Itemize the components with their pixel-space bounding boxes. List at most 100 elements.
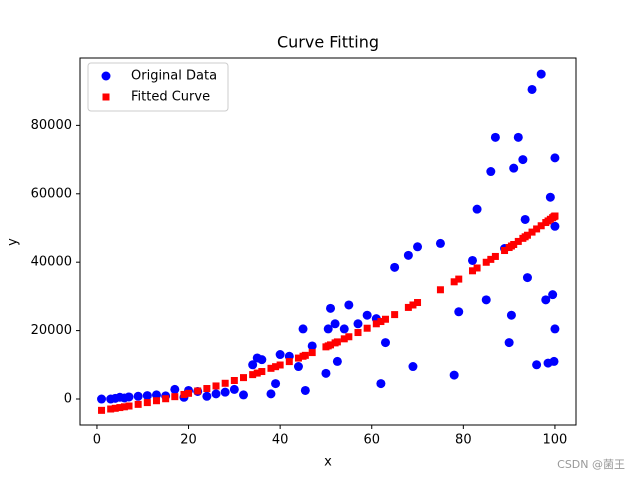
- point: [97, 394, 107, 404]
- point: [344, 300, 354, 310]
- point: [229, 384, 239, 394]
- point: [372, 320, 380, 328]
- point: [171, 393, 179, 401]
- point: [413, 242, 423, 252]
- point: [450, 278, 458, 286]
- chart-title: Curve Fitting: [277, 33, 379, 52]
- point: [125, 402, 133, 410]
- x-tick-label: 80: [455, 433, 472, 448]
- point: [549, 356, 559, 366]
- point: [363, 324, 371, 332]
- y-axis-label: y: [6, 238, 21, 246]
- point: [491, 252, 499, 260]
- point: [248, 360, 258, 370]
- watermark: CSDN @菌王: [557, 458, 625, 471]
- point: [107, 405, 115, 413]
- point: [162, 395, 170, 403]
- point: [550, 324, 560, 334]
- point: [380, 338, 390, 348]
- point: [390, 262, 400, 272]
- x-tick-label: 40: [272, 433, 289, 448]
- point: [482, 258, 490, 266]
- point: [532, 360, 542, 370]
- point: [513, 132, 523, 142]
- x-tick-label: 60: [363, 433, 380, 448]
- point: [266, 389, 276, 399]
- point: [436, 286, 444, 294]
- point: [212, 382, 220, 390]
- point: [151, 390, 161, 400]
- point: [271, 379, 281, 389]
- point: [308, 349, 316, 357]
- point: [353, 319, 363, 329]
- point: [258, 368, 266, 376]
- point: [330, 319, 340, 329]
- point: [332, 356, 342, 366]
- y-tick-label: 20000: [31, 323, 72, 338]
- point: [551, 212, 559, 220]
- point: [435, 238, 445, 248]
- point: [522, 273, 532, 283]
- point: [116, 404, 124, 412]
- point: [518, 155, 528, 165]
- legend-box: [87, 62, 229, 112]
- point: [272, 363, 280, 371]
- point: [545, 192, 555, 202]
- point: [473, 264, 481, 272]
- point: [404, 303, 412, 311]
- point: [408, 362, 418, 372]
- legend-label: Fitted Curve: [131, 90, 210, 105]
- point: [220, 387, 230, 397]
- legend-label: Original Data: [131, 69, 217, 84]
- point: [527, 84, 537, 94]
- point: [490, 132, 500, 142]
- point: [170, 384, 180, 394]
- point: [487, 255, 495, 263]
- x-tick-label: 0: [93, 433, 101, 448]
- point: [253, 369, 261, 377]
- point: [307, 341, 317, 351]
- point: [285, 358, 293, 366]
- axes-frame: [79, 57, 577, 426]
- point: [345, 333, 353, 341]
- point: [354, 329, 362, 337]
- point: [301, 351, 309, 359]
- point: [133, 391, 143, 401]
- point: [533, 225, 541, 233]
- point: [523, 231, 531, 239]
- point: [455, 275, 463, 283]
- point: [381, 315, 389, 323]
- point: [377, 318, 385, 326]
- point: [203, 385, 211, 393]
- y-tick-label: 0: [64, 392, 72, 407]
- point: [275, 350, 285, 360]
- point: [550, 153, 560, 163]
- point: [326, 303, 336, 313]
- point: [240, 374, 248, 382]
- point: [180, 390, 188, 398]
- point: [362, 310, 372, 320]
- point: [267, 364, 275, 372]
- point: [143, 399, 151, 407]
- point: [506, 310, 516, 320]
- point: [202, 391, 212, 401]
- x-axis-label: x: [324, 455, 332, 470]
- point: [300, 385, 310, 395]
- point: [134, 400, 142, 408]
- point: [249, 371, 257, 379]
- point: [142, 391, 152, 401]
- point: [327, 341, 335, 349]
- point: [501, 247, 509, 255]
- point: [537, 222, 545, 230]
- point: [520, 214, 530, 224]
- point: [294, 354, 302, 362]
- point: [293, 362, 303, 372]
- point: [467, 255, 477, 265]
- y-tick-label: 40000: [31, 255, 72, 270]
- point: [230, 377, 238, 385]
- point: [472, 204, 482, 214]
- y-tick-label: 60000: [31, 186, 72, 201]
- point: [185, 389, 193, 397]
- point: [414, 299, 422, 307]
- point: [409, 301, 417, 309]
